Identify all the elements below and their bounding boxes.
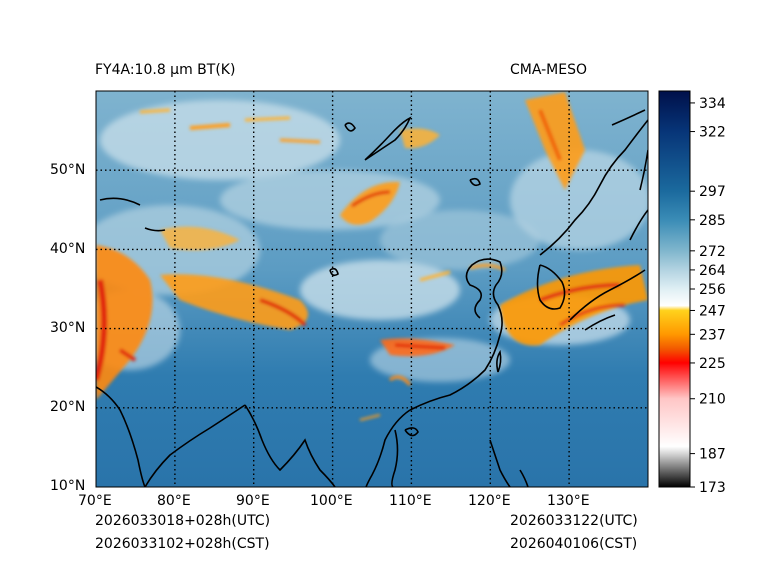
- colorbar-tick-label: 297: [699, 184, 726, 200]
- lon-label: 90°E: [236, 493, 270, 509]
- colorbar-ticks: 173 187 210 225 237 247 256 264 272 285 297 322 334: [690, 96, 726, 496]
- lat-label: 50°N: [50, 162, 86, 178]
- colorbar-tick-label: 187: [699, 447, 726, 463]
- map-imagery: [96, 91, 648, 487]
- colorbar-tick-label: 173: [699, 480, 726, 496]
- lon-label: 70°E: [78, 493, 112, 509]
- colorbar-tick-label: 210: [699, 392, 726, 408]
- lat-label: 40°N: [50, 241, 86, 257]
- colorbar-tick-label: 225: [699, 356, 726, 372]
- lon-label: 80°E: [157, 493, 191, 509]
- colorbar-tick-label: 237: [699, 327, 726, 343]
- map-frame: [95, 90, 649, 488]
- colorbar-tick-label: 285: [699, 213, 726, 229]
- lon-label: 110°E: [389, 493, 432, 509]
- init-time-cst: 2026033102+028h(CST): [95, 536, 270, 552]
- colorbar-tick-label: 256: [699, 282, 726, 298]
- colorbar-tick-label: 334: [699, 96, 726, 112]
- lat-label: 10°N: [50, 478, 86, 494]
- valid-time-cst: 2026040106(CST): [510, 536, 638, 552]
- colorbar-tick-label: 247: [699, 303, 726, 319]
- colorbar-tick-label: 322: [699, 125, 726, 141]
- lon-label: 120°E: [468, 493, 511, 509]
- graticule: [96, 91, 648, 487]
- coastlines: [96, 109, 648, 487]
- lat-label: 20°N: [50, 399, 86, 415]
- product-title: FY4A:10.8 µm BT(K): [95, 62, 236, 78]
- lon-label: 100°E: [310, 493, 353, 509]
- colorbar-strip: [658, 90, 691, 488]
- colorbar-tick-label: 272: [699, 244, 726, 260]
- init-time-utc: 2026033018+028h(UTC): [95, 513, 271, 529]
- cold-cloud-tops: [96, 92, 648, 421]
- colorbar-tick-label: 264: [699, 263, 726, 279]
- valid-time-utc: 2026033122(UTC): [510, 513, 638, 529]
- model-name: CMA-MESO: [510, 62, 588, 78]
- lon-label: 130°E: [547, 493, 590, 509]
- lat-label: 30°N: [50, 320, 86, 336]
